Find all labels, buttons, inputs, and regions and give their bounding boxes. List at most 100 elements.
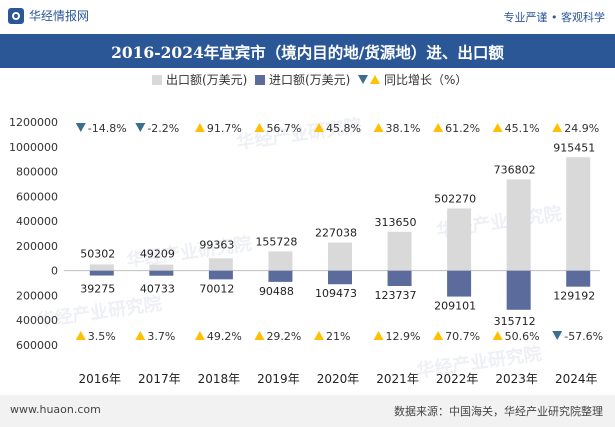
export-growth-label: -14.8%: [88, 122, 127, 135]
import-growth-label: -57.6%: [564, 330, 603, 343]
import-value-label: 39275: [80, 283, 115, 296]
export-growth-label-up-icon: [254, 123, 265, 132]
import-growth-label-up-icon: [75, 331, 86, 340]
top-bar: 华经情报网 专业严谨 • 客观科学: [0, 0, 615, 34]
x-tick-label: 2023年: [495, 372, 538, 386]
import-bar: [566, 270, 591, 287]
brand-name: 华经情报网: [29, 9, 90, 23]
import-growth-label: 49.2%: [207, 330, 242, 343]
export-bar: [387, 231, 412, 271]
import-growth-label-up-icon: [314, 331, 324, 340]
legend-swatch-export: [152, 75, 162, 85]
export-growth-label-down-icon: [135, 123, 146, 132]
y-tick-label: 400000: [16, 215, 58, 228]
footer-site: www.huaon.com: [10, 403, 101, 416]
chart: 华经产业研究院华经产业研究院华经产业研究院华经产业研究院华经产业研究院12000…: [9, 73, 603, 386]
export-bar: [506, 179, 531, 271]
y-tick-label: 800000: [16, 166, 58, 179]
tagline: 专业严谨 • 客观科学: [503, 11, 605, 24]
x-tick-label: 2024年: [555, 372, 598, 386]
x-tick-label: 2017年: [138, 372, 181, 386]
title-bar: 2016-2024年宜宾市（境内目的地/货源地）进、出口额: [0, 34, 615, 68]
export-bar: [149, 264, 174, 271]
footer: www.huaon.com 数据来源：中国海关，华经产业研究院整理: [0, 395, 615, 427]
y-tick-label: 1200000: [9, 116, 58, 129]
x-tick-label: 2022年: [436, 372, 479, 386]
export-bar: [89, 264, 114, 271]
y-tick-label: 200000: [16, 289, 58, 302]
x-tick-label: 2020年: [317, 372, 360, 386]
import-value-label: 129192: [553, 290, 595, 303]
import-growth-label: 3.7%: [147, 330, 175, 343]
export-value-label: 736802: [494, 163, 536, 176]
import-bar: [447, 270, 472, 297]
export-value-label: 50302: [80, 248, 115, 261]
export-growth-label: 56.7%: [266, 122, 301, 135]
import-growth-label: 70.7%: [445, 330, 480, 343]
import-growth-label: 12.9%: [386, 330, 421, 343]
export-growth-label-up-icon: [433, 123, 444, 132]
legend-label-growth: 同比增长（%）: [384, 73, 467, 87]
import-growth-label-up-icon: [433, 331, 444, 340]
import-value-label: 209101: [434, 300, 476, 313]
import-value-label: 315712: [494, 315, 536, 328]
export-bar: [268, 251, 293, 271]
export-value-label: 502270: [434, 192, 476, 205]
import-value-label: 109473: [315, 287, 357, 300]
legend-label-import: 进口额(万美元): [269, 73, 350, 87]
import-growth-label-down-icon: [552, 331, 563, 340]
export-value-label: 99363: [199, 239, 234, 252]
y-tick-label: 600000: [16, 339, 58, 352]
import-growth-label: 29.2%: [266, 330, 301, 343]
legend-growth-up-icon: [370, 75, 380, 84]
legend-label-export: 出口额(万美元): [166, 73, 247, 87]
export-growth-label: 45.1%: [505, 122, 540, 135]
export-growth-label-up-icon: [373, 123, 384, 132]
x-tick-label: 2018年: [198, 372, 241, 386]
export-value-label: 313650: [375, 216, 417, 229]
x-tick-label: 2016年: [79, 372, 122, 386]
brand: 华经情报网: [8, 7, 89, 24]
y-tick-label: 400000: [16, 314, 58, 327]
export-value-label: 227038: [315, 227, 357, 240]
export-growth-label-up-icon: [492, 123, 503, 132]
export-growth-label: 91.7%: [207, 122, 242, 135]
export-growth-label: 24.9%: [564, 122, 599, 135]
footer-source: 数据来源：中国海关，华经产业研究院整理: [394, 405, 603, 418]
import-value-label: 70012: [199, 282, 234, 295]
export-growth-label-up-icon: [194, 123, 205, 132]
import-bar: [328, 270, 352, 285]
export-growth-label: 45.8%: [326, 122, 361, 135]
legend-growth-down-icon: [358, 75, 368, 84]
legend-swatch-import: [255, 75, 265, 85]
export-growth-label: 38.1%: [386, 122, 421, 135]
import-growth-label-up-icon: [135, 331, 146, 340]
export-bar: [566, 157, 591, 271]
import-bar: [387, 270, 412, 286]
import-growth-label-up-icon: [194, 331, 205, 340]
export-bar: [447, 208, 472, 271]
import-bar: [506, 270, 531, 310]
import-bar: [268, 270, 293, 282]
x-tick-label: 2021年: [376, 372, 419, 386]
chart-title: 2016-2024年宜宾市（境内目的地/货源地）进、出口额: [111, 43, 504, 62]
import-value-label: 123737: [375, 289, 417, 302]
y-tick-label: 200000: [16, 240, 58, 253]
export-value-label: 155728: [255, 235, 297, 248]
import-growth-label: 3.5%: [88, 330, 116, 343]
import-bar: [89, 270, 114, 276]
import-growth-label-up-icon: [254, 331, 265, 340]
import-value-label: 40733: [140, 283, 175, 296]
export-value-label: 49209: [140, 248, 175, 261]
export-growth-label-up-icon: [552, 123, 563, 132]
import-growth-label-up-icon: [492, 331, 503, 340]
import-growth-label: 21%: [326, 330, 350, 343]
export-bar: [328, 242, 352, 271]
import-bar: [149, 270, 174, 276]
import-growth-label: 50.6%: [505, 330, 540, 343]
import-growth-label-up-icon: [373, 331, 384, 340]
export-growth-label-up-icon: [314, 123, 324, 132]
import-value-label: 90488: [259, 285, 294, 298]
export-value-label: 915451: [553, 141, 595, 154]
export-growth-label: 61.2%: [445, 122, 480, 135]
